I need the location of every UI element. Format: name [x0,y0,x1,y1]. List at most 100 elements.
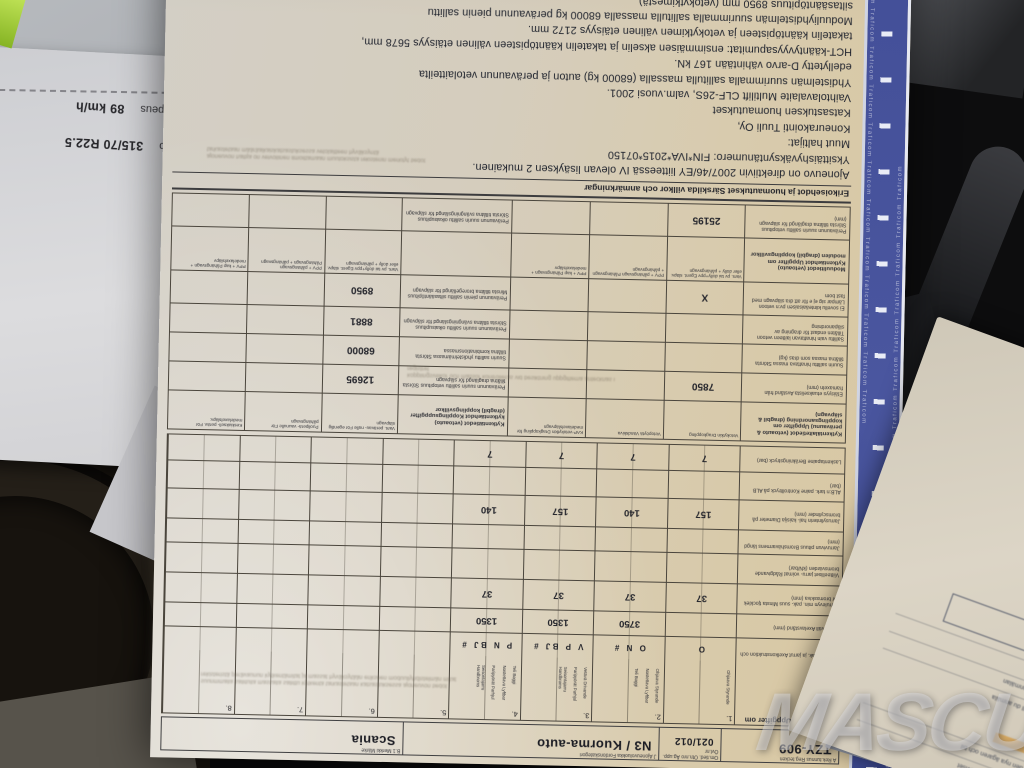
axle-number: 8. [225,703,232,713]
module-header: Moduulitiedot (vetoauto) Kytkentäehdot U… [743,238,850,284]
coupling-col-header: Keskiakseli- peräv. För medelaxelsläpv. [195,417,243,428]
axle-cell: 37 [522,579,595,611]
axle-cell [309,491,382,522]
module-col-header: PPV + påhängsvagn Påhängsvagn + påhängsv… [588,235,667,280]
module-col-header: Vars. pv tai dolly+ppv Egent. släpv. ell… [323,229,401,275]
axle-cell: 157 [523,495,596,527]
empty-cell [589,202,668,236]
axle-column-3: 3. Vetävä Drivande Paripyörät Parhjul Se… [519,656,593,722]
axle-property-label: Ohjaava Styrande [654,668,660,704]
axle-property-label: Seisontajarru Handbroms [475,664,487,691]
module-col-header: PPV + kap Påhängsvagn + medelaxelsläpv [190,258,246,269]
max-speed-value: 89 km/h [75,99,125,116]
axle-properties: Vetävä Drivande Paripyörät Parhjul Seiso… [521,664,592,711]
axle-cell [238,435,311,463]
axle-cell: O [664,636,737,662]
row-label: Jarruvivun pituus Bromshävarmens längd (… [737,530,843,556]
coupling-value: 12695 [321,364,399,395]
coupling-col-header: Vetopöytä Vändskiva [584,399,664,439]
coupling-left-header: Kytkentälaitetiedot (vetoauto & perävaun… [740,402,846,443]
axle-cell: O N # [592,635,665,660]
axle-cell: V P BJ # [521,633,594,659]
axle-properties: Ohjaava Styrande [664,667,735,714]
coupling-col-header: Puoliperä- vaunulle För påhängsvagn [244,392,322,432]
coupling-table: Kytkentälaitetiedot (vetoauto & perävaun… [166,192,851,444]
axle-cell: P N BJ # [449,632,522,657]
coupling-value: 8881 [322,306,400,337]
axle-cell [379,546,452,578]
axle-cell [167,434,240,461]
axle-cell [237,489,310,521]
row-label: Jarrusylinterin hal- kaisija Diameter på… [738,500,844,532]
axle-cell [380,492,453,524]
axle-cell [381,438,455,466]
axle-cell [451,548,524,579]
axle-cell [666,528,739,554]
row-label: Perävaunun pienin sallittu siltasääntöpi… [399,275,511,310]
axle-property-label: Teli Boggi [511,665,517,685]
axle-cell [523,525,596,551]
coupling-value: 8950 [323,273,401,308]
axle-cell [452,466,526,495]
axle-cell [235,603,308,629]
axle-cell: 140 [452,494,525,525]
coupling-value [664,313,743,344]
axle-number: 3. [583,711,590,721]
axle-number: 7. [296,705,304,715]
module-col-header: Vars. pv tai dolly+ppv Egent. släpv. ell… [665,236,745,282]
empty-cell [172,193,249,227]
row-label: Sallittu vain hinattavan laitteen vetoon… [742,315,848,346]
axle-property-label: Nostettava Lyftbar [500,665,507,701]
mascus-watermark: MASCUS [751,677,1024,768]
axle-cell: 7 [453,440,526,467]
axle-cell: 1350 [521,609,594,635]
axle-cell [522,549,595,581]
axle-property-label: Nostettava Lyftbar [643,668,650,704]
module-value: 25195 [666,203,746,238]
axle-property-label: Teli Boggi [634,668,640,687]
row-label: Perävaunun suurin sallittu oikaisupituus… [400,198,513,233]
axle-cell: 37 [450,578,523,609]
empty-cell [586,312,666,342]
empty-cell [587,279,666,313]
empty-cell [246,305,324,335]
empty-cell [170,303,247,333]
empty-cell [246,272,324,306]
axle-cell [234,627,307,653]
axle-number: 1. [726,714,733,724]
row-label: Viitteelliset jarru- voimat Rådgivande b… [737,554,843,586]
axle-cell [524,467,597,497]
axle-cell [595,469,669,498]
axle-cell [306,629,379,654]
axle-property-label: Ohjaava Styrande [725,670,732,705]
axle-cell: 157 [666,498,740,530]
axle-cell: 7 [525,441,598,469]
empty-cell [509,277,589,312]
axle-cell [165,542,238,573]
axle-cell: 37 [665,582,738,614]
axle-cell [380,522,453,548]
row-label: Jarrulevyn min. pak- suus Minsta tjockle… [736,584,842,616]
axle-cell [664,612,737,638]
axle-cell [163,626,236,651]
axle-cell [310,437,383,464]
row-label: Perävaunun suurin sallittu vetopituus St… [744,205,850,240]
empty-cell [248,195,326,229]
coupling-right-header: Kytkentätiedot (vetoauto) kytkentäehdot … [396,395,509,436]
axle-cell [166,488,239,519]
axle-cell [308,521,381,546]
axle-cell: 140 [595,497,668,528]
axle-property-label: Paripyörät Parhjul [490,665,497,700]
axle-property-label: Paripyörät Parhjul [572,666,579,702]
axle-cell [308,545,381,576]
axle-cell: 7 [596,443,669,470]
empty-cell [245,363,322,393]
row-label: Perävaunun suurin sallittu oikaisupituus… [398,308,510,339]
module-col-header: PPV + kap Påhängsvagn + medelaxelsläpv [510,233,590,279]
empty-cell [169,332,246,362]
coupling-value: X [665,280,744,315]
module-col-header: PPV + påhängsvagn Påhängsvagn + påhängsv… [247,228,325,273]
axle-column-1: 1. Ohjaava Styrande [662,659,736,725]
axle-cell [238,461,311,491]
